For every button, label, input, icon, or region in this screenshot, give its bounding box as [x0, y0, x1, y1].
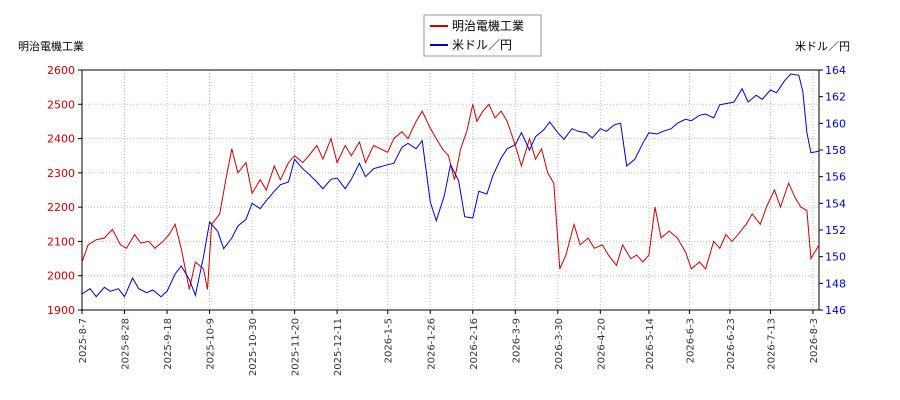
plot-frame	[81, 69, 820, 311]
left-axis: 1900 2000 2100 2200 2300 2400 2500 2600	[47, 64, 82, 317]
x-tick-label: 2025-10-9	[206, 318, 217, 370]
legend-label-series-0: 明治電機工業	[452, 18, 524, 33]
left-tick-label: 2600	[47, 64, 75, 77]
right-axis-title: 米ドル／円	[795, 40, 850, 53]
left-tick-label: 1900	[47, 304, 75, 317]
x-tick-label: 2025-9-18	[163, 318, 174, 370]
x-tick-label: 2025-11-20	[291, 318, 302, 376]
x-tick-label: 2026-1-5	[384, 318, 395, 363]
right-tick-label: 154	[825, 197, 846, 210]
x-tick-label: 2026-6-23	[726, 318, 737, 370]
series-line-1	[81, 73, 820, 298]
series-lines	[81, 73, 820, 298]
x-tick-label: 2026-7-13	[766, 318, 777, 370]
x-tick-label: 2026-3-30	[554, 318, 565, 370]
x-tick-label: 2025-8-7	[78, 318, 89, 363]
right-tick-label: 146	[825, 304, 846, 317]
legend-box	[423, 14, 542, 57]
right-tick-label: 148	[825, 277, 846, 290]
right-tick-label: 158	[825, 144, 846, 157]
left-axis-title: 明治電機工業	[18, 39, 84, 53]
x-tick-label: 2026-6-3	[685, 318, 696, 363]
x-tick-label: 2025-10-30	[248, 318, 259, 376]
left-tick-label: 2300	[47, 167, 75, 180]
x-tick-label: 2025-8-28	[121, 318, 132, 370]
grid	[81, 69, 819, 311]
right-tick-label: 152	[825, 224, 846, 237]
series-line-0	[81, 103, 820, 290]
x-tick-label: 2026-2-16	[469, 318, 480, 370]
right-tick-label: 160	[825, 117, 846, 130]
x-tick-label: 2026-5-14	[645, 318, 656, 370]
right-tick-label: 162	[825, 91, 846, 104]
right-tick-label: 150	[825, 251, 846, 264]
legend-label-series-1: 米ドル／円	[452, 38, 512, 52]
x-tick-label: 2025-12-11	[333, 318, 344, 376]
right-tick-label: 164	[825, 64, 846, 77]
right-tick-label: 156	[825, 171, 846, 184]
x-tick-label: 2026-4-20	[596, 318, 607, 370]
x-tick-label: 2026-1-26	[426, 318, 437, 370]
right-axis: 146 148 150 152 154 156 158 160 162 164	[819, 64, 846, 317]
x-axis: 2025-8-7 2025-8-28 2025-9-18 2025-10-9 2025-…	[78, 310, 820, 376]
legend: 明治電機工業 米ドル／円	[423, 14, 542, 57]
left-tick-label: 2200	[47, 201, 75, 214]
left-tick-label: 2000	[47, 270, 75, 283]
left-tick-label: 2400	[47, 133, 75, 146]
left-tick-label: 2500	[47, 98, 75, 111]
x-tick-label: 2026-3-9	[511, 318, 522, 363]
left-tick-label: 2100	[47, 235, 75, 248]
x-tick-label: 2026-8-3	[809, 318, 820, 363]
